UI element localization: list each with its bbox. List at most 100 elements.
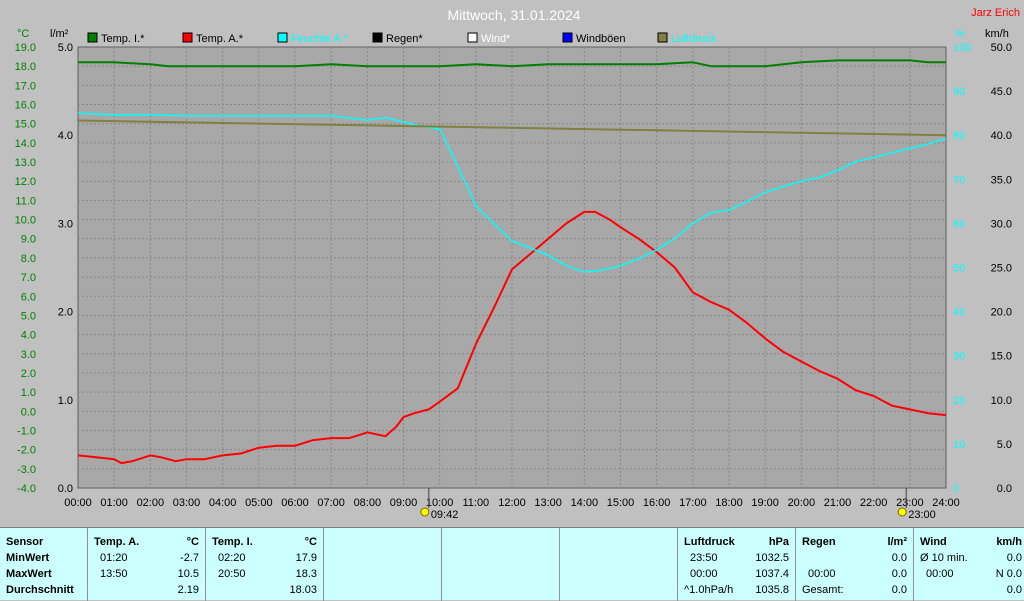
series-line-humidity — [77, 112, 947, 273]
chart-legend: Temp. I.* Temp. A.* Feuchte A.* Regen* Wind*… — [87, 32, 717, 45]
temp-tick-label: 12.0 — [15, 176, 36, 188]
pressure-title: Luftdruck — [684, 536, 735, 548]
series-line-pressure — [77, 119, 947, 137]
temp-a-title: Temp. A. — [94, 536, 140, 548]
series-line-temp — [77, 210, 947, 465]
x-tick-label: 09:00 — [390, 497, 418, 509]
rain-total-label: Gesamt: — [802, 584, 844, 596]
rain-unit: l/m² — [887, 536, 907, 548]
temp-tick-label: 2.0 — [21, 368, 36, 380]
pressure-trend-label: ^1.0hPa/h — [684, 584, 734, 596]
rain-time: 00:00 — [808, 568, 836, 580]
rain-tick-label: 5.0 — [58, 42, 73, 54]
chart-title: Mittwoch, 31.01.2024 — [447, 7, 580, 23]
humidity-tick-label: 10 — [953, 439, 965, 451]
wind-tick-label: 35.0 — [991, 174, 1012, 186]
legend-label: Wind* — [481, 33, 511, 45]
temp-tick-label: 4.0 — [21, 330, 36, 342]
temp-tick-label: 13.0 — [15, 157, 36, 169]
x-axis-ticks: 00:00 01:00 02:00 03:00 04:00 05:00 06:00 07:00… — [64, 497, 960, 509]
temp-tick-label: 19.0 — [15, 42, 36, 54]
series-lines — [77, 59, 947, 465]
wind-avg-value: 0.0 — [1006, 552, 1022, 564]
stats-col-empty-1 — [324, 528, 442, 601]
wind-tick-label: 5.0 — [997, 439, 1012, 451]
wind-day-value: 0.0 — [1006, 584, 1022, 596]
stats-col-temp-a: Temp. A. °C 01:20 -2.7 13:50 10.5 2.19 — [88, 528, 206, 601]
humidity-tick-label: 30 — [953, 351, 965, 363]
x-tick-label: 24:00 — [932, 497, 960, 509]
temp-a-min-value: -2.7 — [180, 552, 199, 564]
row-label-avg: Durchschnitt — [6, 584, 74, 596]
humidity-tick-label: 0 — [953, 483, 959, 495]
humidity-tick-label: 90 — [953, 86, 965, 98]
temp-tick-label: 18.0 — [15, 61, 36, 73]
wind-tick-label: 40.0 — [991, 130, 1012, 142]
temp-i-unit: °C — [304, 536, 317, 548]
x-tick-label: 03:00 — [173, 497, 201, 509]
x-tick-label: 08:00 — [354, 497, 382, 509]
wind-avg-label: Ø 10 min. — [920, 552, 968, 564]
humidity-tick-label: 50 — [953, 263, 965, 275]
temp-a-unit: °C — [186, 536, 199, 548]
temp-i-min-value: 17.9 — [295, 552, 317, 564]
x-tick-label: 19:00 — [751, 497, 779, 509]
legend-label: Luftdruck — [671, 33, 717, 45]
stats-table: Sensor MinWert MaxWert Durchschnitt Temp… — [0, 527, 1024, 601]
wind-tick-label: 30.0 — [991, 218, 1012, 230]
marker-label: 09:42 — [431, 509, 459, 521]
rain-title: Regen — [802, 536, 836, 548]
temp-tick-label: 5.0 — [21, 310, 36, 322]
pressure-max-time: 00:00 — [690, 568, 718, 580]
temp-a-max-value: 10.5 — [177, 568, 199, 580]
temp-tick-label: -4.0 — [17, 483, 36, 495]
temp-tick-label: 6.0 — [21, 291, 36, 303]
x-tick-label: 00:00 — [64, 497, 92, 509]
rain-value-1: 0.0 — [891, 552, 907, 564]
wind-tick-label: 20.0 — [991, 307, 1012, 319]
temp-tick-label: 17.0 — [15, 80, 36, 92]
rain-unit-label: l/m² — [50, 28, 69, 40]
stats-col-wind: Wind km/h Ø 10 min. 0.0 00:00 N 0.0 0.0 — [914, 528, 1024, 601]
wind-tick-label: 45.0 — [991, 86, 1012, 98]
stats-col-empty-2 — [442, 528, 560, 601]
pressure-min-value: 1032.5 — [755, 552, 789, 564]
temp-i-avg-value: 18.03 — [289, 584, 317, 596]
sunrise-icon — [420, 507, 430, 517]
legend-swatch — [372, 32, 383, 43]
x-tick-label: 21:00 — [824, 497, 852, 509]
x-tick-label: 01:00 — [100, 497, 128, 509]
wind-title: Wind — [920, 536, 947, 548]
temp-tick-label: 1.0 — [21, 387, 36, 399]
x-tick-label: 12:00 — [498, 497, 526, 509]
temp-i-max-value: 18.3 — [295, 568, 317, 580]
wind-tick-label: 0.0 — [997, 483, 1012, 495]
x-tick-label: 10:00 — [426, 497, 454, 509]
weather-icon — [897, 507, 907, 517]
x-tick-label: 23:00 — [896, 497, 924, 509]
wind-max-time: 00:00 — [926, 568, 954, 580]
wind-unit: km/h — [996, 536, 1022, 548]
x-tick-label: 20:00 — [788, 497, 816, 509]
stats-col-rain: Regen l/m² 0.0 00:00 0.0 Gesamt: 0.0 — [796, 528, 914, 601]
wind-tick-label: 10.0 — [991, 395, 1012, 407]
x-tick-label: 06:00 — [281, 497, 309, 509]
temp-i-max-time: 20:50 — [218, 568, 246, 580]
humidity-unit-label: % — [955, 28, 965, 40]
row-label-min: MinWert — [6, 552, 50, 564]
x-tick-label: 17:00 — [679, 497, 707, 509]
humidity-tick-label: 40 — [953, 307, 965, 319]
temp-tick-label: -3.0 — [17, 464, 36, 476]
temp-a-min-time: 01:20 — [100, 552, 128, 564]
stats-col-empty-3 — [560, 528, 678, 601]
legend-swatch — [87, 32, 98, 43]
x-tick-label: 16:00 — [643, 497, 671, 509]
x-tick-label: 15:00 — [607, 497, 635, 509]
legend-swatch — [467, 32, 478, 43]
temp-tick-label: 0.0 — [21, 406, 36, 418]
temp-a-avg-value: 2.19 — [177, 584, 199, 596]
legend-label: Temp. I.* — [101, 33, 145, 45]
humidity-tick-label: 20 — [953, 395, 965, 407]
stats-col-pressure: Luftdruck hPa 23:50 1032.5 00:00 1037.4 … — [678, 528, 796, 601]
temp-tick-label: 16.0 — [15, 100, 36, 112]
